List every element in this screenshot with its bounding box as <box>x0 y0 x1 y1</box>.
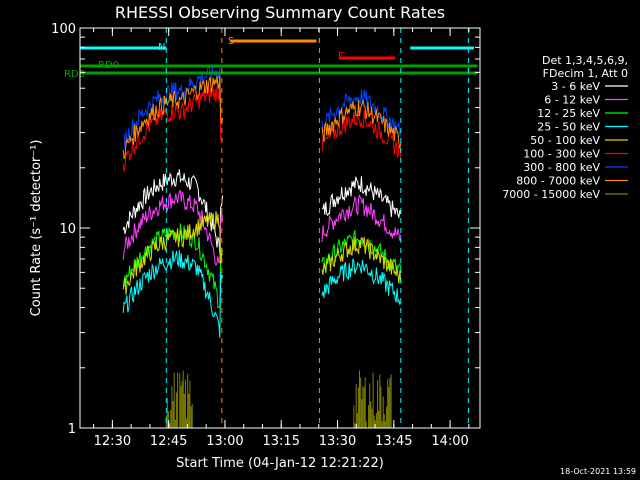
flag-label-F: F <box>338 51 344 62</box>
y-tick-label: 1 <box>68 422 76 437</box>
x-tick-label: 12:45 <box>150 434 187 449</box>
series-line-25-50keV <box>122 250 402 338</box>
legend-entry-label: 3 - 6 keV <box>551 80 600 93</box>
legend-entry-label: 800 - 7000 keV <box>516 175 600 188</box>
legend-entry-label: 7000 - 15000 keV <box>502 188 600 201</box>
x-axis-label: Start Time (04-Jan-12 12:21:22) <box>176 456 384 471</box>
series-line-100-300keV <box>122 85 402 172</box>
x-tick-label: 12:30 <box>94 434 131 449</box>
legend-entry-label: 25 - 50 keV <box>537 121 600 134</box>
series-line-6-12keV <box>122 189 402 267</box>
x-tick-label: 13:30 <box>319 434 356 449</box>
series-line-3-6keV <box>122 169 402 255</box>
series-line-50-100keV <box>122 211 402 295</box>
legend-entry-label: 50 - 100 keV <box>530 134 600 147</box>
legend-header-line-2: FDecim 1, Att 0 <box>543 67 628 80</box>
legend-entry-label: 100 - 300 keV <box>523 148 600 161</box>
x-tick-label: 13:15 <box>263 434 300 449</box>
x-tick-label: 14:00 <box>431 434 468 449</box>
x-tick-label: 13:00 <box>206 434 243 449</box>
y-axis-label: Count Rate (s⁻¹ detector⁻¹) <box>29 140 44 317</box>
x-tick-label: 13:45 <box>375 434 412 449</box>
axes: 12:30 12:45 13:00 13:15 13:30 13:45 14:00 1 10 10… <box>51 22 481 449</box>
series-line-7000-15000keV <box>165 370 392 428</box>
flag-label-N: N <box>158 42 165 53</box>
legend-entry-label: 12 - 25 keV <box>537 107 600 120</box>
legend-entry-label: 300 - 800 keV <box>523 161 600 174</box>
flag-label-RD6: RD6 <box>64 69 85 80</box>
y-tick-label: 10 <box>59 222 76 237</box>
legend-entry-label: 6 - 12 keV <box>544 94 600 107</box>
plot-area: N S F RD0 RD6 <box>64 28 478 428</box>
flag-label-RD0: RD0 <box>98 60 119 71</box>
series-line-800-7000keV <box>122 75 402 159</box>
chart-title: RHESSI Observing Summary Count Rates <box>115 3 445 22</box>
flag-label-S: S <box>228 36 234 47</box>
y-tick-label: 100 <box>51 22 76 37</box>
legend-header-line-1: Det 1,3,4,5,6,9, <box>542 54 628 67</box>
generation-timestamp: 18-Oct-2021 13:59 <box>560 467 636 476</box>
